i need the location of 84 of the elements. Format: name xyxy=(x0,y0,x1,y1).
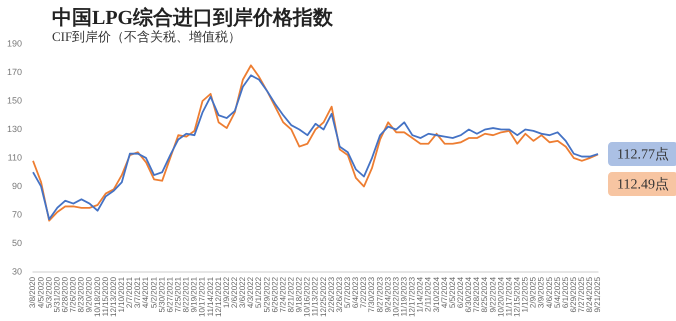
x-tick-label: 7/24/2022 xyxy=(278,276,288,313)
x-tick-label: 11/15/2020 xyxy=(100,276,110,316)
x-tick-label: 9/19/2021 xyxy=(190,276,199,313)
x-tick-label: 11/13/2022 xyxy=(310,276,320,316)
x-tick-label: 8/27/2023 xyxy=(375,276,384,313)
x-tick-label: 12/13/2020 xyxy=(108,276,118,318)
x-tick-label: 5/4/2025 xyxy=(552,276,562,308)
y-tick-label: 50 xyxy=(12,238,22,248)
x-tick-label: 10/17/2021 xyxy=(198,276,207,318)
x-tick-label: 2/7/2021 xyxy=(125,276,134,308)
x-tick-label: 4/5/2020 xyxy=(36,276,46,308)
x-tick-label: 8/22/2021 xyxy=(182,276,191,313)
x-tick-label: 5/30/2021 xyxy=(157,276,166,313)
x-tick-label: 1/12/2025 xyxy=(520,276,530,313)
x-tick-label: 5/7/2023 xyxy=(342,276,352,308)
x-tick-label: 11/19/2023 xyxy=(399,276,408,316)
x-tick-label: 3/26/2023 xyxy=(334,276,344,313)
x-tick-label: 12/12/2021 xyxy=(214,276,223,318)
x-tick-label: 4/6/2025 xyxy=(544,276,554,308)
x-tick-label: 6/1/2025 xyxy=(560,276,570,308)
x-tick-label: 9/21/2025 xyxy=(593,276,602,313)
x-tick-label: 9/18/2022 xyxy=(294,276,304,313)
x-tick-label: 5/2/2021 xyxy=(149,276,158,308)
x-tick-label: 2/6/2022 xyxy=(230,276,239,308)
x-tick-label: 7/30/2023 xyxy=(367,276,376,313)
x-tick-label: 6/4/2023 xyxy=(351,276,360,308)
x-tick-label: 6/2/2024 xyxy=(456,276,465,308)
x-tick-label: 7/28/2024 xyxy=(472,276,482,313)
x-tick-label: 8/23/2020 xyxy=(76,276,86,313)
x-tick-label: 10/20/2024 xyxy=(496,276,506,318)
x-tick-label: 11/14/2021 xyxy=(206,276,215,316)
x-tick-label: 7/26/2020 xyxy=(68,276,78,313)
x-tick-label: 3/10/2024 xyxy=(432,276,441,313)
x-tick-label: 5/29/2022 xyxy=(262,276,272,313)
x-tick-label: 6/29/2025 xyxy=(568,276,578,313)
x-tick-label: 6/30/2024 xyxy=(464,276,474,313)
y-tick-label: 190 xyxy=(6,38,22,48)
y-tick-label: 110 xyxy=(8,152,22,162)
chart-subtitle: CIF到岸价（不含关税、增值税） xyxy=(52,28,242,46)
x-tick-label: 8/24/2025 xyxy=(585,276,594,313)
x-tick-label: 7/25/2021 xyxy=(174,276,182,313)
x-tick-label: 3/8/2020 xyxy=(28,276,38,308)
x-tick-label: 5/1/2022 xyxy=(254,276,264,308)
y-tick-label: 170 xyxy=(6,66,22,77)
x-tick-label: 4/4/2021 xyxy=(141,276,150,308)
x-tick-label: 3/6/2022 xyxy=(238,276,248,308)
x-tick-label: 2/11/2024 xyxy=(424,276,433,312)
x-tick-label: 1/9/2022 xyxy=(222,276,231,308)
x-tick-label: 10/16/2022 xyxy=(302,276,312,318)
y-tick-label: 70 xyxy=(12,209,22,220)
x-tick-label: 5/5/2024 xyxy=(448,276,457,308)
x-tick-label: 9/20/2020 xyxy=(84,276,94,313)
x-tick-label: 4/3/2022 xyxy=(246,276,256,308)
x-tick-label: 4/7/2024 xyxy=(440,276,449,308)
x-tick-label: 2/26/2023 xyxy=(326,276,336,313)
y-tick-label: 130 xyxy=(6,124,22,134)
x-tick-label: 11/17/2024 xyxy=(504,276,514,316)
x-tick-label: 2/9/2025 xyxy=(528,276,538,308)
x-tick-label: 1/10/2021 xyxy=(117,276,126,313)
x-tick-label: 5/31/2020 xyxy=(52,276,62,313)
x-tick-label: 8/21/2022 xyxy=(286,276,296,313)
x-tick-label: 3/7/2021 xyxy=(133,276,142,308)
x-tick-label: 5/3/2020 xyxy=(44,276,54,308)
x-tick-label: 3/9/2025 xyxy=(536,276,546,308)
x-tick-label: 6/26/2022 xyxy=(270,276,280,313)
x-tick-label: 12/17/2023 xyxy=(408,276,417,318)
y-tick-label: 30 xyxy=(12,266,22,276)
x-tick-label: 6/27/2021 xyxy=(165,276,174,313)
x-tick-label: 8/25/2024 xyxy=(480,276,490,313)
x-tick-label: 12/15/2024 xyxy=(512,276,522,318)
x-tick-label: 12/25/2022 xyxy=(318,276,328,318)
x-tick-label: 9/24/2023 xyxy=(383,276,392,313)
data-label: 112.77点 xyxy=(617,146,669,163)
chart-title: 中国LPG综合进口到岸价格指数 xyxy=(52,6,334,30)
x-tick-label: 10/18/2020 xyxy=(92,276,102,318)
x-tick-label: 7/27/2025 xyxy=(577,276,586,313)
data-label: 112.49点 xyxy=(617,176,669,193)
x-tick-label: 6/28/2020 xyxy=(60,276,70,313)
y-tick-label: 90 xyxy=(12,180,22,191)
x-tick-label: 9/22/2024 xyxy=(488,276,498,313)
x-tick-label: 7/2/2023 xyxy=(359,276,368,308)
y-tick-label: 150 xyxy=(6,95,22,106)
x-tick-label: 1/14/2024 xyxy=(416,276,425,313)
x-tick-label: 10/22/2023 xyxy=(391,276,400,318)
